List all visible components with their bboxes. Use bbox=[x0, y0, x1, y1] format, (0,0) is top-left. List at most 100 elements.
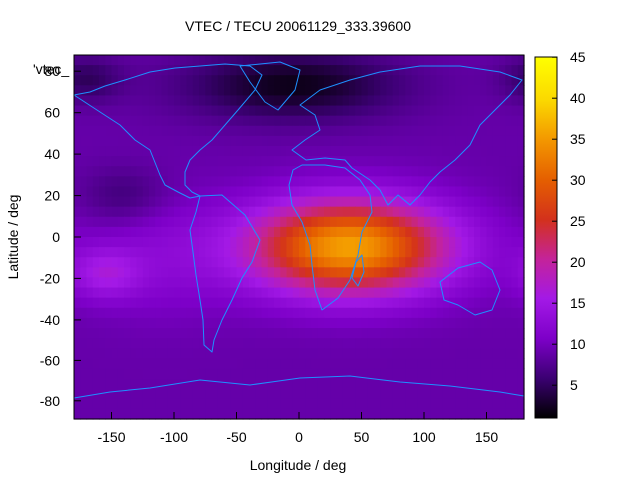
heatmap-cell bbox=[136, 75, 144, 86]
heatmap-cell bbox=[386, 135, 394, 147]
heatmap-cell bbox=[230, 216, 238, 228]
heatmap-cell bbox=[249, 358, 256, 370]
heatmap-cell bbox=[99, 267, 106, 279]
heatmap-cell bbox=[217, 237, 225, 248]
heatmap-cell bbox=[411, 388, 419, 400]
heatmap-cell bbox=[105, 277, 113, 289]
heatmap-cell bbox=[355, 115, 363, 127]
heatmap-cell bbox=[217, 216, 225, 228]
heatmap-cell bbox=[317, 186, 325, 198]
heatmap-cell bbox=[261, 328, 269, 339]
heatmap-cell bbox=[305, 257, 313, 268]
heatmap-cell bbox=[186, 358, 194, 370]
heatmap-cell bbox=[455, 95, 463, 107]
heatmap-cell bbox=[424, 247, 431, 258]
heatmap-cell bbox=[149, 216, 156, 228]
heatmap-cell bbox=[80, 257, 88, 268]
heatmap-cell bbox=[124, 348, 131, 359]
heatmap-cell bbox=[424, 146, 431, 157]
heatmap-cell bbox=[242, 115, 250, 127]
heatmap-cell bbox=[155, 146, 163, 157]
heatmap-cell bbox=[142, 317, 150, 329]
heatmap-cell bbox=[280, 166, 288, 177]
heatmap-cell bbox=[367, 287, 375, 299]
heatmap-cell bbox=[74, 267, 81, 279]
heatmap-cell bbox=[442, 398, 450, 410]
heatmap-cell bbox=[249, 125, 256, 137]
heatmap-cell bbox=[236, 196, 244, 208]
heatmap-cell bbox=[492, 267, 500, 279]
heatmap-cell bbox=[505, 307, 513, 319]
heatmap-cell bbox=[405, 328, 413, 339]
heatmap-cell bbox=[199, 65, 206, 76]
heatmap-cell bbox=[455, 247, 463, 258]
heatmap-cell bbox=[130, 408, 138, 420]
heatmap-cell bbox=[149, 135, 156, 147]
heatmap-cell bbox=[80, 338, 88, 349]
heatmap-cell bbox=[411, 206, 419, 218]
heatmap-cell bbox=[336, 216, 344, 228]
heatmap-cell bbox=[374, 176, 381, 188]
heatmap-cell bbox=[399, 105, 406, 117]
heatmap-cell bbox=[292, 196, 300, 208]
heatmap-cell bbox=[167, 267, 175, 279]
heatmap-cell bbox=[155, 206, 163, 218]
heatmap-cell bbox=[367, 75, 375, 86]
heatmap-cell bbox=[161, 216, 169, 228]
heatmap-cell bbox=[274, 125, 281, 137]
heatmap-cell bbox=[405, 55, 413, 66]
heatmap-cell bbox=[174, 216, 181, 228]
heatmap-cell bbox=[117, 307, 125, 319]
heatmap-cell bbox=[361, 85, 369, 97]
heatmap-cell bbox=[374, 85, 381, 97]
heatmap-cell bbox=[317, 206, 325, 218]
heatmap-cell bbox=[224, 115, 231, 127]
heatmap-cell bbox=[361, 247, 369, 258]
heatmap-cell bbox=[174, 328, 181, 339]
heatmap-cell bbox=[180, 95, 188, 107]
heatmap-cell bbox=[374, 348, 381, 359]
heatmap-cell bbox=[505, 247, 513, 258]
heatmap-cell bbox=[167, 317, 175, 329]
heatmap-cell bbox=[436, 65, 444, 76]
heatmap-cell bbox=[349, 277, 356, 289]
heatmap-cell bbox=[305, 287, 313, 299]
heatmap-cell bbox=[186, 216, 194, 228]
heatmap-cell bbox=[236, 125, 244, 137]
heatmap-cell bbox=[374, 267, 381, 279]
heatmap-cell bbox=[86, 237, 94, 248]
heatmap-cell bbox=[474, 317, 481, 329]
heatmap-cell bbox=[236, 398, 244, 410]
heatmap-cell bbox=[317, 65, 325, 76]
heatmap-cell bbox=[280, 297, 288, 309]
heatmap-cell bbox=[480, 196, 488, 208]
heatmap-cell bbox=[117, 398, 125, 410]
heatmap-cell bbox=[142, 125, 150, 137]
heatmap-cell bbox=[336, 338, 344, 349]
heatmap-cell bbox=[111, 368, 119, 380]
heatmap-cell bbox=[274, 378, 281, 390]
heatmap-cell bbox=[480, 317, 488, 329]
heatmap-cell bbox=[417, 247, 425, 258]
heatmap-cell bbox=[111, 257, 119, 268]
heatmap-cell bbox=[155, 247, 163, 258]
heatmap-cell bbox=[436, 358, 444, 370]
heatmap-cell bbox=[449, 338, 456, 349]
heatmap-cell bbox=[355, 135, 363, 147]
heatmap-cell bbox=[380, 55, 388, 66]
heatmap-cell bbox=[205, 247, 213, 258]
heatmap-cell bbox=[299, 287, 306, 299]
colorbar-tick-label: 20 bbox=[570, 254, 586, 270]
heatmap-cell bbox=[442, 196, 450, 208]
heatmap-cell bbox=[174, 95, 181, 107]
heatmap-cell bbox=[217, 297, 225, 309]
heatmap-cell bbox=[474, 297, 481, 309]
heatmap-cell bbox=[349, 237, 356, 248]
heatmap-cell bbox=[436, 328, 444, 339]
heatmap-cell bbox=[299, 196, 306, 208]
heatmap-cell bbox=[74, 75, 81, 86]
heatmap-cell bbox=[286, 226, 294, 238]
heatmap-cell bbox=[261, 348, 269, 359]
heatmap-cell bbox=[99, 65, 106, 76]
heatmap-cell bbox=[355, 408, 363, 420]
